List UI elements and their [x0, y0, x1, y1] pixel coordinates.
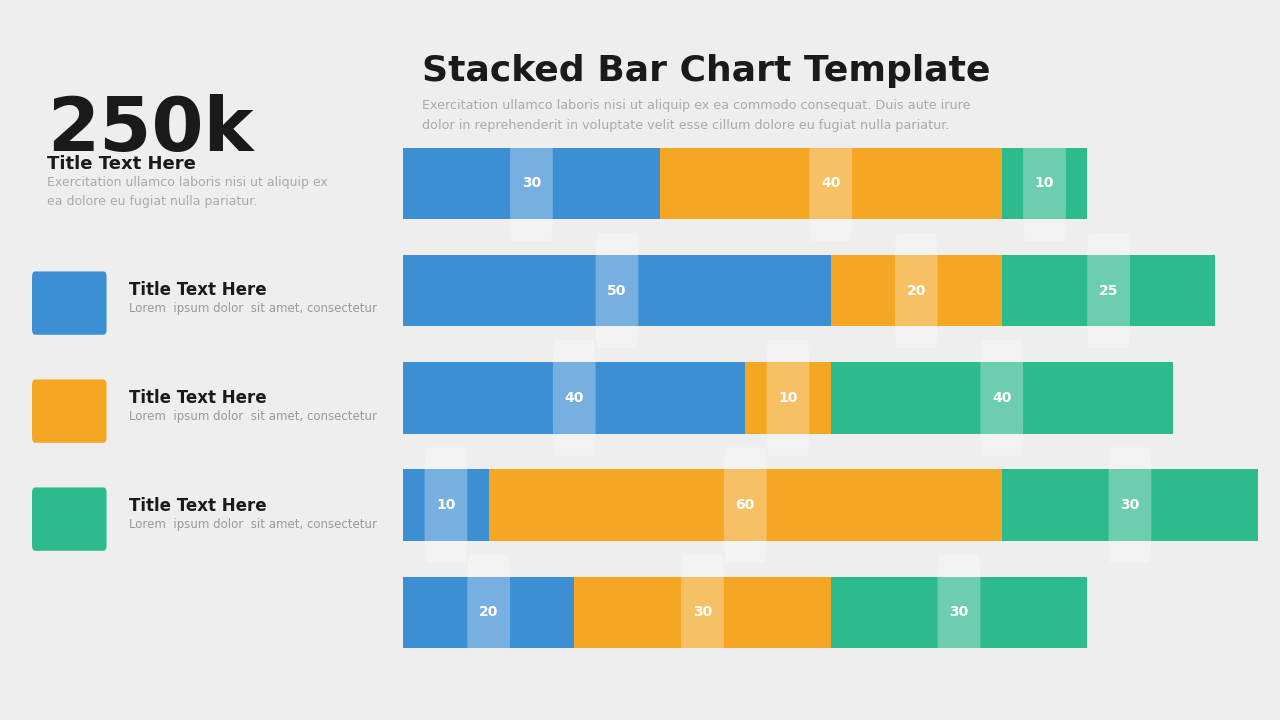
Bar	[403, 255, 831, 326]
FancyBboxPatch shape	[724, 447, 767, 563]
Bar	[1002, 469, 1258, 541]
Text: Title Text Here: Title Text Here	[47, 155, 196, 173]
Bar	[831, 255, 1002, 326]
Text: Stacked Bar Chart Template: Stacked Bar Chart Template	[422, 54, 991, 88]
Text: Title Text Here: Title Text Here	[129, 389, 266, 407]
Text: 250k: 250k	[47, 94, 253, 166]
Text: 30: 30	[692, 606, 712, 619]
Text: Exercitation ullamco laboris nisi ut aliquip ex
ea dolore eu fugiat nulla pariat: Exercitation ullamco laboris nisi ut ali…	[47, 176, 328, 208]
Bar	[489, 469, 1002, 541]
FancyBboxPatch shape	[1087, 233, 1130, 348]
Text: 40: 40	[820, 176, 841, 190]
Text: 30: 30	[522, 176, 541, 190]
Text: Lorem  ipsum dolor  sit amet, consectetur: Lorem ipsum dolor sit amet, consectetur	[129, 410, 376, 423]
FancyBboxPatch shape	[1108, 447, 1152, 563]
Bar	[575, 577, 831, 648]
Text: Title Text Here: Title Text Here	[129, 497, 266, 515]
Text: 30: 30	[950, 606, 969, 619]
FancyBboxPatch shape	[32, 379, 106, 443]
FancyBboxPatch shape	[938, 554, 980, 670]
FancyBboxPatch shape	[809, 125, 852, 241]
Bar	[659, 148, 1002, 219]
FancyBboxPatch shape	[553, 340, 595, 456]
FancyBboxPatch shape	[32, 487, 106, 551]
Bar	[403, 469, 489, 541]
Text: 10: 10	[778, 391, 797, 405]
Text: 40: 40	[992, 391, 1011, 405]
FancyBboxPatch shape	[511, 125, 553, 241]
FancyBboxPatch shape	[595, 233, 639, 348]
Bar	[745, 362, 831, 433]
Text: 10: 10	[436, 498, 456, 512]
Text: 40: 40	[564, 391, 584, 405]
Bar	[831, 362, 1172, 433]
FancyBboxPatch shape	[681, 554, 724, 670]
Text: Lorem  ipsum dolor  sit amet, consectetur: Lorem ipsum dolor sit amet, consectetur	[129, 302, 376, 315]
Text: Exercitation ullamco laboris nisi ut aliquip ex ea commodo consequat. Duis aute : Exercitation ullamco laboris nisi ut ali…	[422, 99, 972, 132]
Text: 60: 60	[736, 498, 755, 512]
Bar	[403, 148, 659, 219]
FancyBboxPatch shape	[767, 340, 809, 456]
FancyBboxPatch shape	[425, 447, 467, 563]
FancyBboxPatch shape	[1023, 125, 1066, 241]
FancyBboxPatch shape	[32, 271, 106, 335]
Text: 25: 25	[1098, 284, 1119, 297]
Bar	[1002, 255, 1216, 326]
Text: 30: 30	[1120, 498, 1139, 512]
Text: 50: 50	[607, 284, 627, 297]
FancyBboxPatch shape	[980, 340, 1023, 456]
Text: Title Text Here: Title Text Here	[129, 281, 266, 299]
FancyBboxPatch shape	[895, 233, 938, 348]
Text: 10: 10	[1034, 176, 1055, 190]
Bar	[831, 577, 1087, 648]
Text: 20: 20	[906, 284, 925, 297]
Bar	[403, 577, 575, 648]
Bar	[403, 362, 745, 433]
Text: Lorem  ipsum dolor  sit amet, consectetur: Lorem ipsum dolor sit amet, consectetur	[129, 518, 376, 531]
FancyBboxPatch shape	[467, 554, 511, 670]
Text: 20: 20	[479, 606, 498, 619]
Bar	[1002, 148, 1087, 219]
